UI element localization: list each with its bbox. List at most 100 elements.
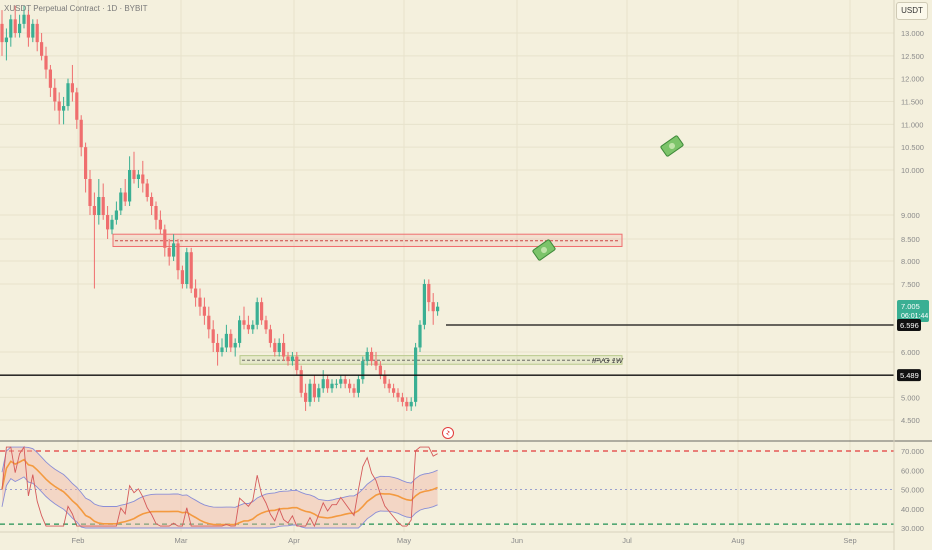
candle[interactable] xyxy=(422,284,426,325)
candle[interactable] xyxy=(374,361,378,366)
candle[interactable] xyxy=(304,392,308,402)
candle[interactable] xyxy=(264,320,268,330)
candle[interactable] xyxy=(268,329,272,343)
candle[interactable] xyxy=(290,356,294,362)
candle[interactable] xyxy=(176,243,180,271)
candle[interactable] xyxy=(180,270,184,284)
candle[interactable] xyxy=(286,356,290,362)
candles[interactable] xyxy=(0,5,440,411)
time-axis[interactable]: Feb Mar Apr May Jun Jul Aug Sep xyxy=(0,531,894,545)
candle[interactable] xyxy=(348,383,352,389)
candle[interactable] xyxy=(9,19,13,38)
candle[interactable] xyxy=(436,306,440,312)
candle[interactable] xyxy=(370,352,374,362)
candle[interactable] xyxy=(79,119,83,148)
candle[interactable] xyxy=(238,320,242,343)
candle[interactable] xyxy=(242,320,246,325)
candle[interactable] xyxy=(251,324,255,330)
candle[interactable] xyxy=(53,87,57,102)
candle[interactable] xyxy=(194,288,198,298)
candle[interactable] xyxy=(216,342,220,352)
candle[interactable] xyxy=(70,83,74,93)
candle[interactable] xyxy=(110,219,114,230)
candle[interactable] xyxy=(418,324,422,348)
candle[interactable] xyxy=(202,306,206,316)
candle[interactable] xyxy=(356,379,360,393)
candle[interactable] xyxy=(123,192,127,202)
candle[interactable] xyxy=(392,388,396,393)
candle[interactable] xyxy=(97,197,101,215)
candle[interactable] xyxy=(114,210,118,220)
candle[interactable] xyxy=(163,229,167,248)
candle[interactable] xyxy=(317,388,321,398)
candle[interactable] xyxy=(312,383,316,398)
candle[interactable] xyxy=(88,179,92,206)
candle[interactable] xyxy=(92,206,96,215)
candle[interactable] xyxy=(427,284,431,303)
candle[interactable] xyxy=(321,379,325,389)
candle[interactable] xyxy=(330,383,334,389)
candle[interactable] xyxy=(255,302,259,325)
candle[interactable] xyxy=(295,356,299,371)
rsi-panel[interactable]: 70.000 60.000 50.000 40.000 30.000 xyxy=(0,440,932,550)
candle[interactable] xyxy=(145,183,149,198)
candle[interactable] xyxy=(339,379,343,384)
candle[interactable] xyxy=(31,23,35,38)
candle[interactable] xyxy=(132,170,136,179)
candle[interactable] xyxy=(106,215,110,230)
candle[interactable] xyxy=(405,401,409,407)
candle[interactable] xyxy=(198,297,202,307)
candle[interactable] xyxy=(75,92,79,120)
candle[interactable] xyxy=(220,347,224,352)
candle[interactable] xyxy=(141,174,145,184)
candle[interactable] xyxy=(26,14,30,38)
candle[interactable] xyxy=(48,69,52,88)
candle[interactable] xyxy=(44,55,48,70)
candle[interactable] xyxy=(13,19,17,33)
candle[interactable] xyxy=(40,42,44,56)
candle[interactable] xyxy=(18,23,22,33)
candle[interactable] xyxy=(189,252,193,289)
candle[interactable] xyxy=(4,37,8,43)
candle[interactable] xyxy=(326,379,330,389)
candle[interactable] xyxy=(136,174,140,180)
candle[interactable] xyxy=(224,333,228,348)
candle[interactable] xyxy=(273,342,277,352)
candle[interactable] xyxy=(387,383,391,389)
candle[interactable] xyxy=(343,379,347,384)
candle[interactable] xyxy=(352,388,356,393)
candle[interactable] xyxy=(57,101,61,111)
candle[interactable] xyxy=(361,361,365,380)
candle[interactable] xyxy=(128,170,132,202)
candle[interactable] xyxy=(172,243,176,257)
candle[interactable] xyxy=(167,247,171,257)
candle[interactable] xyxy=(383,374,387,384)
candle[interactable] xyxy=(229,333,233,348)
candle[interactable] xyxy=(185,252,189,284)
candle[interactable] xyxy=(211,329,215,343)
candle[interactable] xyxy=(119,192,123,211)
candle[interactable] xyxy=(62,106,66,111)
candle[interactable] xyxy=(35,23,39,43)
candle[interactable] xyxy=(246,324,250,330)
alert-icon[interactable] xyxy=(442,427,454,439)
candle[interactable] xyxy=(409,401,413,407)
candle[interactable] xyxy=(0,23,4,43)
horizontal-levels[interactable] xyxy=(0,324,894,376)
candle[interactable] xyxy=(282,342,286,357)
price-scale[interactable]: 13.000 12.500 12.000 11.500 11.000 10.500 10.0… xyxy=(893,0,924,550)
candle[interactable] xyxy=(158,219,162,230)
candle[interactable] xyxy=(66,83,70,107)
candle[interactable] xyxy=(378,365,382,375)
candle[interactable] xyxy=(299,370,303,393)
candle[interactable] xyxy=(365,352,369,362)
currency-unit-button[interactable]: USDT xyxy=(896,2,928,20)
candle[interactable] xyxy=(431,302,435,312)
candle[interactable] xyxy=(84,147,88,179)
candle[interactable] xyxy=(400,397,404,402)
candle[interactable] xyxy=(154,206,158,220)
candle[interactable] xyxy=(277,342,281,352)
candle[interactable] xyxy=(150,197,154,206)
candle[interactable] xyxy=(260,302,264,321)
